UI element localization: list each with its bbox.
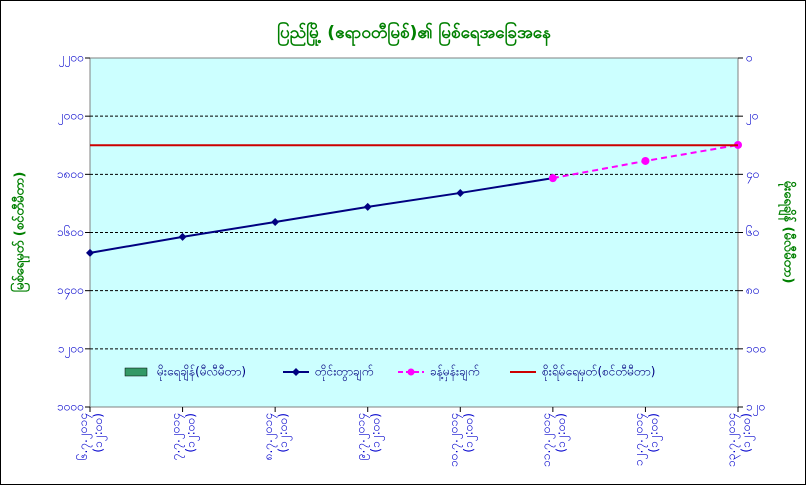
x-tick-label-line: ၉.၇.၂၀၁၄ xyxy=(353,413,370,460)
y2-tick-label: ၈၀ xyxy=(746,283,760,297)
x-tick-label-line: (၁၂:၀၀) xyxy=(368,413,385,453)
x-tick-label: ၁၁.၇.၂၀၁၄(၁၂:၀၀) xyxy=(538,413,570,467)
x-tick-label-line: ၁၀.၇.၂၀၁၄ xyxy=(446,413,463,467)
x-tick-label-line: ၇.၇.၂၀၁၄ xyxy=(168,413,185,460)
x-tick-label-line: ၁၂.၇.၂၀၁၄ xyxy=(631,413,648,466)
x-tick-label-line: (၁၂:၀၀) xyxy=(646,413,663,453)
legend-label: တိုင်းတွာချက် xyxy=(315,364,373,382)
point xyxy=(456,188,465,197)
x-tick-label: ၉.၇.၂၀၁၄(၁၂:၀၀) xyxy=(353,413,385,460)
legend-label: စိုးရိမ်ရေမှတ်(စင်တီမီတာ) xyxy=(542,364,655,382)
x-tick-label-line: (၁၂:၀၀) xyxy=(276,413,293,453)
x-tick-label: ၁၀.၇.၂၀၁၄(၁၂:၀၀) xyxy=(446,413,478,467)
x-tick-label-line: (၁၂:၀၀) xyxy=(461,413,478,453)
legend-label: မိုးရေချိန်(မီလီမီတာ) xyxy=(157,364,246,382)
point xyxy=(641,156,650,165)
x-tick-label-line: ၁၁.၇.၂၀၁၄ xyxy=(538,413,555,467)
y-tick-label: ၁၂၀၀ xyxy=(58,341,84,358)
legend-label: ခန့်မှန်းချက် xyxy=(430,364,479,382)
y-tick-label: ၂၂၀၀ xyxy=(59,51,84,68)
x-tick-label: ၆.၇.၂၀၁၄(၁၂:၀၀) xyxy=(75,413,108,460)
point xyxy=(86,248,94,257)
x-tick-label-line: (၁၂:၀၀) xyxy=(553,413,570,453)
y2-axis-label: မိုးရေချိန် (မီလီမီတာ) xyxy=(778,181,798,284)
point xyxy=(363,202,372,211)
x-tick-label: ၇.၇.၂၀၁၄(၁၂:၀၀) xyxy=(168,413,200,460)
y-tick-label: ၁၀၀၀ xyxy=(57,400,84,414)
y2-tick-label: ၁၀၀ xyxy=(746,341,766,355)
point xyxy=(271,218,280,227)
series-line xyxy=(89,177,554,254)
point xyxy=(178,232,187,241)
y-tick-label: ၁၄၀၀ xyxy=(57,283,84,300)
x-tick-label-line: ၁၃.၇.၂၀၁၄ xyxy=(724,413,741,467)
y2-tick-label: ၁၂၀ xyxy=(746,400,765,417)
chart-title: ပြည်မြို့ (ဧရာဝတီမြစ်)၏ မြစ်ရေအခြေအနေ xyxy=(277,20,551,47)
x-tick-label-line: (၁၂:၀၀) xyxy=(183,413,200,453)
x-tick-label: ၈.၇.၂၀၁၄(၁၂:၀၀) xyxy=(261,413,293,460)
x-tick-label-line: (၁၂:၀၀) xyxy=(739,413,756,453)
y-axis-label: မြစ်ရေမှတ် (စင်တီမီတာ) xyxy=(10,172,31,293)
x-tick-label-line: ၆.၇.၂၀၁၄ xyxy=(75,413,93,460)
x-tick-label-line: (၁၂:၀၀) xyxy=(91,413,108,453)
legend-swatch xyxy=(124,367,148,377)
legend-marker xyxy=(407,368,415,376)
point xyxy=(548,174,557,183)
x-tick-label: ၁၃.၇.၂၀၁၄(၁၂:၀၀) xyxy=(724,413,756,467)
x-tick-label: ၁၂.၇.၂၀၁၄(၁၂:၀၀) xyxy=(631,413,663,466)
y-tick-label: ၁၈၀၀ xyxy=(57,167,84,181)
y-tick-label: ၂၀၀၀ xyxy=(58,109,84,126)
y2-tick-label: ၄၀ xyxy=(746,167,760,184)
y2-tick-label: ၆၀ xyxy=(746,224,760,239)
y2-tick-label: ၂၀ xyxy=(746,109,759,126)
legend-marker xyxy=(292,368,300,376)
x-tick-label-line: ၈.၇.၂၀၁၄ xyxy=(261,413,278,460)
y2-tick-label: ၀ xyxy=(746,51,753,65)
y-tick-label: ၁၆၀၀ xyxy=(57,224,84,239)
